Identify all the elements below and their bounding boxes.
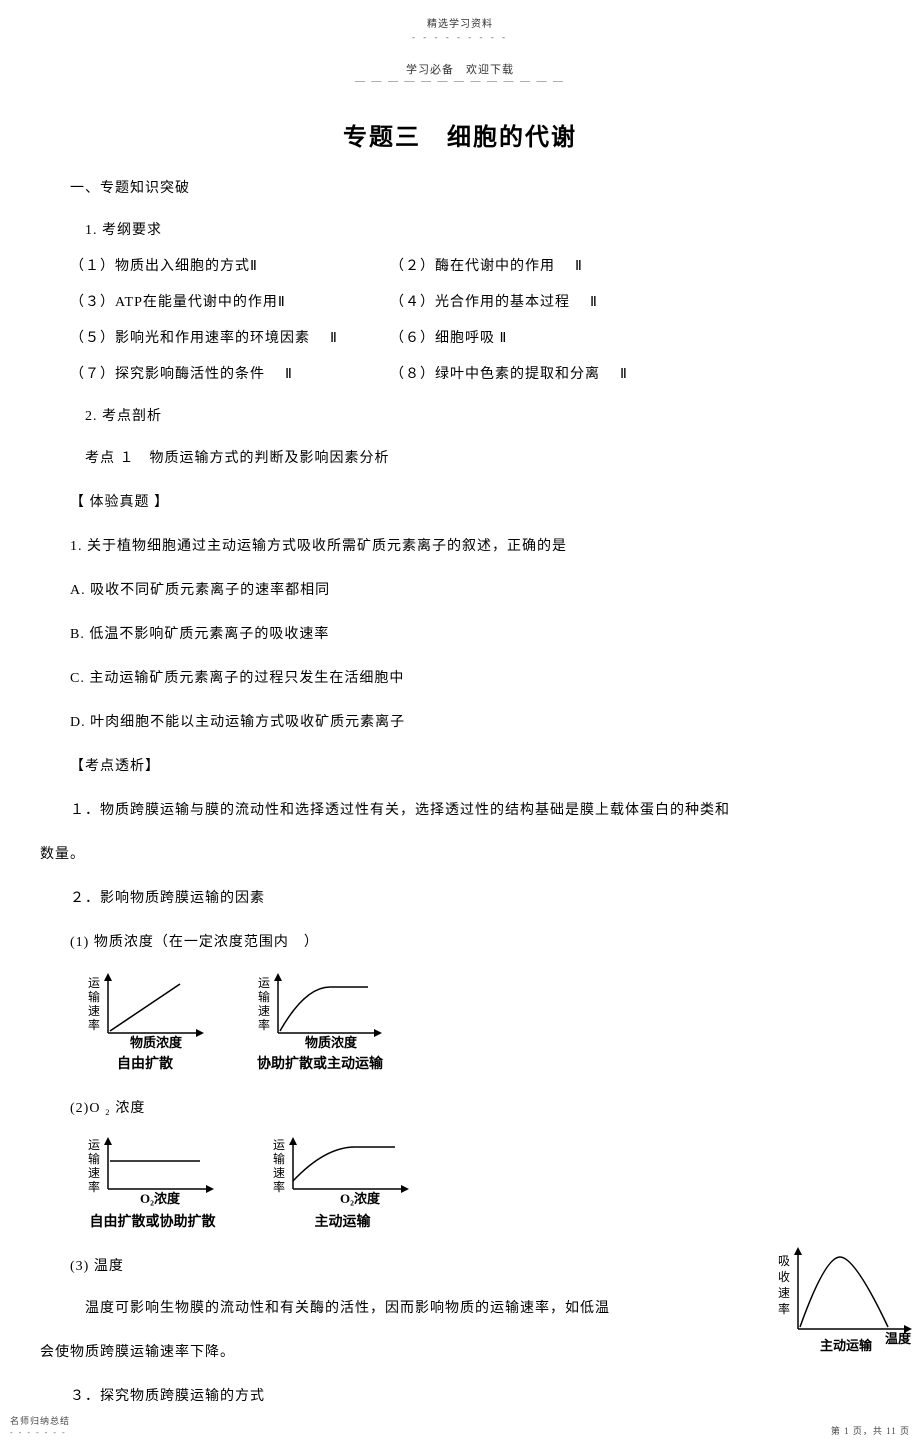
para-2-head: ２．影响物质跨膜运输的因素 xyxy=(70,887,880,907)
para-3: ３．探究物质跨膜运输的方式 xyxy=(70,1385,880,1405)
subheader-dash: — — — — — — — — — — — — — xyxy=(40,76,880,87)
svg-text:率: 率 xyxy=(88,1179,100,1194)
svg-text:率: 率 xyxy=(88,1017,100,1032)
subheader-right: 欢迎下载 xyxy=(462,64,518,76)
outline-right: （２）酶在代谢中的作用 xyxy=(390,259,555,274)
q1-option-a: A. 吸收不同矿质元素离子的速率都相同 xyxy=(70,579,880,599)
outline-right-extra: Ⅱ xyxy=(620,366,628,383)
figure-free-diffusion: 运 输 速 率 物质浓度 自由扩散 xyxy=(80,969,210,1073)
svg-text:速: 速 xyxy=(88,1004,100,1018)
outline-row: （３）ATP在能量代谢中的作用Ⅱ （４）光合作用的基本过程 Ⅱ xyxy=(70,291,880,311)
outline-req-title: 1. 考纲要求 xyxy=(85,219,880,239)
outline-left: （１）物质出入细胞的方式Ⅱ xyxy=(70,259,258,274)
svg-text:率: 率 xyxy=(258,1017,270,1032)
para-1a: １．物质跨膜运输与膜的流动性和选择透过性有关，选择透过性的结构基础是膜上载体蛋白… xyxy=(70,799,880,819)
svg-text:速: 速 xyxy=(258,1004,270,1018)
para-temp-a: 温度可影响生物膜的流动性和有关酶的活性，因而影响物质的运输速率，如低温 xyxy=(85,1297,880,1317)
para-2-3: (3) 温度 xyxy=(70,1255,880,1275)
outline-left: （７）探究影响酶活性的条件 xyxy=(70,367,265,382)
fig-caption: 主动运输 xyxy=(265,1211,420,1231)
fig-caption: 自由扩散 xyxy=(80,1053,210,1073)
q1-option-b: B. 低温不影响矿质元素离子的吸收速率 xyxy=(70,623,880,643)
svg-text:速: 速 xyxy=(778,1286,790,1300)
svg-text:O₂浓度: O₂浓度 xyxy=(140,1191,181,1206)
svg-text:率: 率 xyxy=(778,1301,790,1316)
analysis-title: 2. 考点剖析 xyxy=(85,405,880,425)
q1-option-c: C. 主动运输矿质元素离子的过程只发生在活细胞中 xyxy=(70,667,880,687)
outline-row: （１）物质出入细胞的方式Ⅱ （２）酶在代谢中的作用 Ⅱ xyxy=(70,255,880,275)
fig-caption: 自由扩散或协助扩散 xyxy=(80,1211,225,1231)
page-title: 专题三 细胞的代谢 xyxy=(40,117,880,152)
outline-left: （５）影响光和作用速率的环境因素 xyxy=(70,331,310,346)
outline-left-extra: Ⅱ xyxy=(285,366,293,383)
para-1b: 数量。 xyxy=(40,843,880,863)
toushi-head: 【考点透析】 xyxy=(70,755,880,775)
outline-right-extra: Ⅱ xyxy=(590,294,598,311)
svg-text:运: 运 xyxy=(88,1138,100,1152)
svg-text:输: 输 xyxy=(88,1151,100,1166)
para-2-1: (1) 物质浓度（在一定浓度范围内 ） xyxy=(70,931,880,951)
figure-row-1: 运 输 速 率 物质浓度 自由扩散 运 输 速 率 物质浓度 协助扩散或主动运输 xyxy=(80,969,880,1073)
svg-text:物质浓度: 物质浓度 xyxy=(130,1035,183,1049)
svg-text:输: 输 xyxy=(88,989,100,1004)
svg-text:运: 运 xyxy=(273,1138,285,1152)
outline-right: （４）光合作用的基本过程 xyxy=(390,295,570,310)
outline-row: （５）影响光和作用速率的环境因素 Ⅱ （６）细胞呼吸 Ⅱ xyxy=(70,327,880,347)
svg-text:输: 输 xyxy=(258,989,270,1004)
outline-right: （８）绿叶中色素的提取和分离 xyxy=(390,367,600,382)
doc-header-title: 精选学习资料 xyxy=(40,15,880,30)
svg-text:吸: 吸 xyxy=(778,1254,790,1268)
q1-stem: 1. 关于植物细胞通过主动运输方式吸收所需矿质元素离子的叙述，正确的是 xyxy=(70,535,880,555)
para-2-2: (2)O ₂ 浓度 xyxy=(70,1097,880,1117)
svg-text:主动运输: 主动运输 xyxy=(820,1338,873,1353)
svg-text:O₂浓度: O₂浓度 xyxy=(340,1191,381,1206)
fig-caption: 协助扩散或主动运输 xyxy=(250,1053,390,1073)
svg-text:输: 输 xyxy=(273,1151,285,1166)
svg-text:收: 收 xyxy=(778,1270,790,1284)
section-head: 一、专题知识突破 xyxy=(70,177,880,197)
subheader-left: 学习必备 xyxy=(402,64,458,76)
footer-left: 名师归纳总结 - - - - - - - xyxy=(10,1414,70,1437)
svg-text:速: 速 xyxy=(273,1166,285,1180)
figure-o2-active: 运 输 速 率 O₂浓度 主动运输 xyxy=(265,1135,420,1231)
svg-text:物质浓度: 物质浓度 xyxy=(305,1035,358,1049)
figure-facilitated-active: 运 输 速 率 物质浓度 协助扩散或主动运输 xyxy=(250,969,390,1073)
svg-text:速: 速 xyxy=(88,1166,100,1180)
para-temp-b: 会使物质跨膜运输速率下降。 xyxy=(40,1341,880,1361)
figure-o2-flat: 运 输 速 率 O₂浓度 自由扩散或协助扩散 xyxy=(80,1135,225,1231)
kaodian-1: 考点 １ 物质运输方式的判断及影响因素分析 xyxy=(85,447,880,467)
svg-text:运: 运 xyxy=(88,976,100,990)
outline-row: （７）探究影响酶活性的条件 Ⅱ （８）绿叶中色素的提取和分离 Ⅱ xyxy=(70,363,880,383)
header-dots: - - - - - - - - - xyxy=(40,32,880,42)
svg-text:率: 率 xyxy=(273,1179,285,1194)
footer-left-dots: - - - - - - - xyxy=(10,1428,67,1437)
q1-option-d: D. 叶肉细胞不能以主动运输方式吸收矿质元素离子 xyxy=(70,711,880,731)
outline-right: （６）细胞呼吸 Ⅱ xyxy=(390,331,507,346)
svg-text:运: 运 xyxy=(258,976,270,990)
outline-left-extra: Ⅱ xyxy=(330,330,338,347)
outline-left: （３）ATP在能量代谢中的作用Ⅱ xyxy=(70,295,286,310)
figure-row-2: 运 输 速 率 O₂浓度 自由扩散或协助扩散 运 输 速 率 O₂浓度 主动运输 xyxy=(80,1135,880,1231)
outline-right-extra: Ⅱ xyxy=(575,258,583,275)
svg-text:温度: 温度 xyxy=(885,1331,912,1346)
zhenti-head: 【 体验真题 】 xyxy=(70,491,880,511)
footer-right: 第 1 页，共 11 页 xyxy=(831,1424,910,1437)
